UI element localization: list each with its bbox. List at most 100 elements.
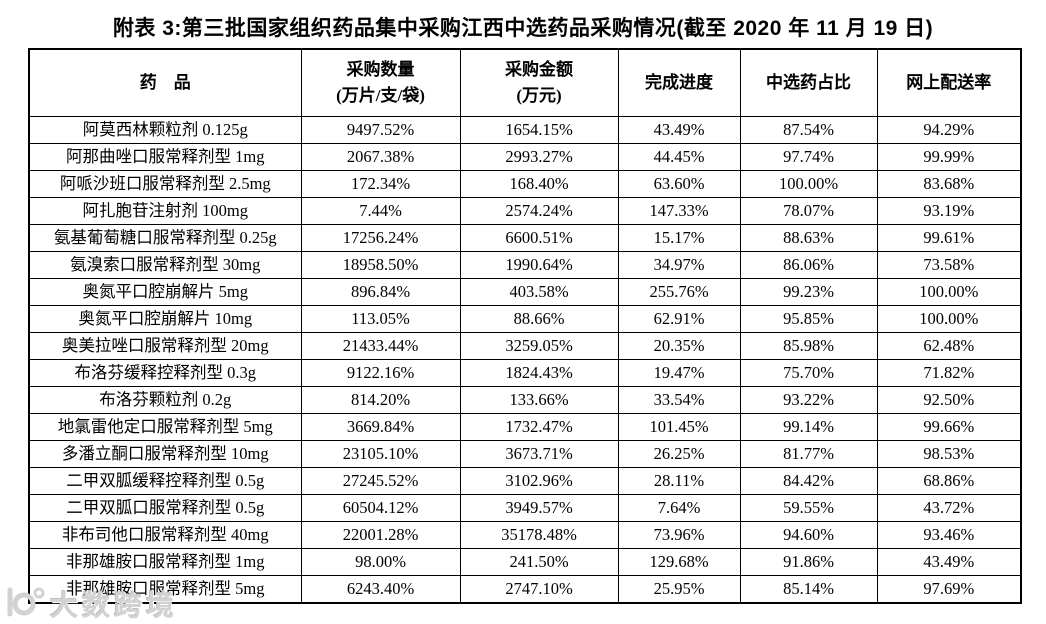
table-row: 非那雄胺口服常释剂型 1mg 98.00% 241.50% 129.68% 91.86%… <box>28 548 1022 576</box>
column-header-quantity: 采购数量 (万片/支/袋) <box>300 48 461 117</box>
drug-name-cell: 奥氮平口腔崩解片 5mg <box>28 278 302 306</box>
value-cell: 99.23% <box>739 278 878 306</box>
value-cell: 3949.57% <box>459 494 619 522</box>
column-header-sublabel: (万元) <box>516 86 562 105</box>
drug-name-cell: 非那雄胺口服常释剂型 1mg <box>28 548 302 576</box>
value-cell: 1732.47% <box>459 413 619 441</box>
value-cell: 147.33% <box>617 197 741 225</box>
drug-name-cell: 非那雄胺口服常释剂型 5mg <box>28 575 302 604</box>
value-cell: 255.76% <box>617 278 741 306</box>
column-header-label: 完成进度 <box>645 72 713 92</box>
drug-name-cell: 非布司他口服常释剂型 40mg <box>28 521 302 549</box>
column-header-label: 中选药占比 <box>766 72 851 92</box>
value-cell: 98.53% <box>876 440 1022 468</box>
value-cell: 99.66% <box>876 413 1022 441</box>
table-row: 奥美拉唑口服常释剂型 20mg 21433.44% 3259.05% 20.35% 85… <box>28 332 1022 360</box>
drug-name-cell: 氨溴索口服常释剂型 30mg <box>28 251 302 279</box>
table-row: 多潘立酮口服常释剂型 10mg 23105.10% 3673.71% 26.25% 81… <box>28 440 1022 468</box>
value-cell: 6243.40% <box>300 575 461 604</box>
value-cell: 85.98% <box>739 332 878 360</box>
value-cell: 241.50% <box>459 548 619 576</box>
page-title: 附表 3:第三批国家组织药品集中采购江西中选药品采购情况(截至 2020 年 1… <box>112 17 934 40</box>
table-row: 奥氮平口腔崩解片 5mg 896.84% 403.58% 255.76% 99.23% 1… <box>28 278 1022 306</box>
value-cell: 81.77% <box>739 440 878 468</box>
value-cell: 6600.51% <box>459 224 619 252</box>
value-cell: 15.17% <box>617 224 741 252</box>
value-cell: 22001.28% <box>300 521 461 549</box>
drug-name-cell: 阿那曲唑口服常释剂型 1mg <box>28 143 302 171</box>
value-cell: 26.25% <box>617 440 741 468</box>
value-cell: 88.63% <box>739 224 878 252</box>
value-cell: 99.61% <box>876 224 1022 252</box>
value-cell: 44.45% <box>617 143 741 171</box>
value-cell: 86.06% <box>739 251 878 279</box>
value-cell: 63.60% <box>617 170 741 198</box>
drug-name-cell: 地氯雷他定口服常释剂型 5mg <box>28 413 302 441</box>
column-header-label: 网上配送率 <box>906 72 992 92</box>
procurement-table: 药 品 采购数量 (万片/支/袋) 采购金额 (万元) 完成进度 中选药占比 网… <box>28 48 1022 604</box>
table-row: 二甲双胍口服常释剂型 0.5g 60504.12% 3949.57% 7.64% 59.… <box>28 494 1022 522</box>
value-cell: 95.85% <box>739 305 878 333</box>
table-row: 二甲双胍缓释控释剂型 0.5g 27245.52% 3102.96% 28.11% 84… <box>28 467 1022 495</box>
value-cell: 93.46% <box>876 521 1022 549</box>
value-cell: 3673.71% <box>459 440 619 468</box>
table-row: 非那雄胺口服常释剂型 5mg 6243.40% 2747.10% 25.95% 85.1… <box>28 575 1022 604</box>
drug-name-cell: 阿莫西林颗粒剂 0.125g <box>28 116 302 144</box>
value-cell: 2993.27% <box>459 143 619 171</box>
value-cell: 172.34% <box>300 170 461 198</box>
value-cell: 43.72% <box>876 494 1022 522</box>
table-row: 氨基葡萄糖口服常释剂型 0.25g 17256.24% 6600.51% 15.17%… <box>28 224 1022 252</box>
column-header-drug: 药 品 <box>28 48 302 117</box>
value-cell: 84.42% <box>739 467 878 495</box>
column-header-progress: 完成进度 <box>617 48 741 117</box>
drug-name-cell: 布洛芬颗粒剂 0.2g <box>28 386 302 414</box>
value-cell: 68.86% <box>876 467 1022 495</box>
value-cell: 113.05% <box>300 305 461 333</box>
drug-name-cell: 阿扎胞苷注射剂 100mg <box>28 197 302 225</box>
value-cell: 101.45% <box>617 413 741 441</box>
column-header-sublabel: (万片/支/袋) <box>336 86 425 105</box>
value-cell: 9122.16% <box>300 359 461 387</box>
value-cell: 35178.48% <box>459 521 619 549</box>
value-cell: 75.70% <box>739 359 878 387</box>
value-cell: 99.14% <box>739 413 878 441</box>
value-cell: 71.82% <box>876 359 1022 387</box>
value-cell: 19.47% <box>617 359 741 387</box>
value-cell: 93.19% <box>876 197 1022 225</box>
column-header-amount: 采购金额 (万元) <box>459 48 619 117</box>
value-cell: 94.60% <box>739 521 878 549</box>
value-cell: 896.84% <box>300 278 461 306</box>
value-cell: 83.68% <box>876 170 1022 198</box>
value-cell: 9497.52% <box>300 116 461 144</box>
value-cell: 21433.44% <box>300 332 461 360</box>
value-cell: 85.14% <box>739 575 878 604</box>
value-cell: 73.96% <box>617 521 741 549</box>
value-cell: 7.44% <box>300 197 461 225</box>
value-cell: 168.40% <box>459 170 619 198</box>
table-row: 布洛芬缓释控释剂型 0.3g 9122.16% 1824.43% 19.47% 75.7… <box>28 359 1022 387</box>
value-cell: 59.55% <box>739 494 878 522</box>
value-cell: 1990.64% <box>459 251 619 279</box>
value-cell: 100.00% <box>739 170 878 198</box>
value-cell: 28.11% <box>617 467 741 495</box>
value-cell: 62.48% <box>876 332 1022 360</box>
value-cell: 87.54% <box>739 116 878 144</box>
value-cell: 23105.10% <box>300 440 461 468</box>
drug-name-cell: 奥美拉唑口服常释剂型 20mg <box>28 332 302 360</box>
value-cell: 60504.12% <box>300 494 461 522</box>
table-row: 阿莫西林颗粒剂 0.125g 9497.52% 1654.15% 43.49% 87.5… <box>28 116 1022 144</box>
value-cell: 88.66% <box>459 305 619 333</box>
value-cell: 7.64% <box>617 494 741 522</box>
value-cell: 403.58% <box>459 278 619 306</box>
value-cell: 91.86% <box>739 548 878 576</box>
value-cell: 97.74% <box>739 143 878 171</box>
value-cell: 2574.24% <box>459 197 619 225</box>
value-cell: 78.07% <box>739 197 878 225</box>
value-cell: 3102.96% <box>459 467 619 495</box>
value-cell: 3259.05% <box>459 332 619 360</box>
value-cell: 814.20% <box>300 386 461 414</box>
value-cell: 93.22% <box>739 386 878 414</box>
drug-name-cell: 阿哌沙班口服常释剂型 2.5mg <box>28 170 302 198</box>
value-cell: 73.58% <box>876 251 1022 279</box>
value-cell: 62.91% <box>617 305 741 333</box>
